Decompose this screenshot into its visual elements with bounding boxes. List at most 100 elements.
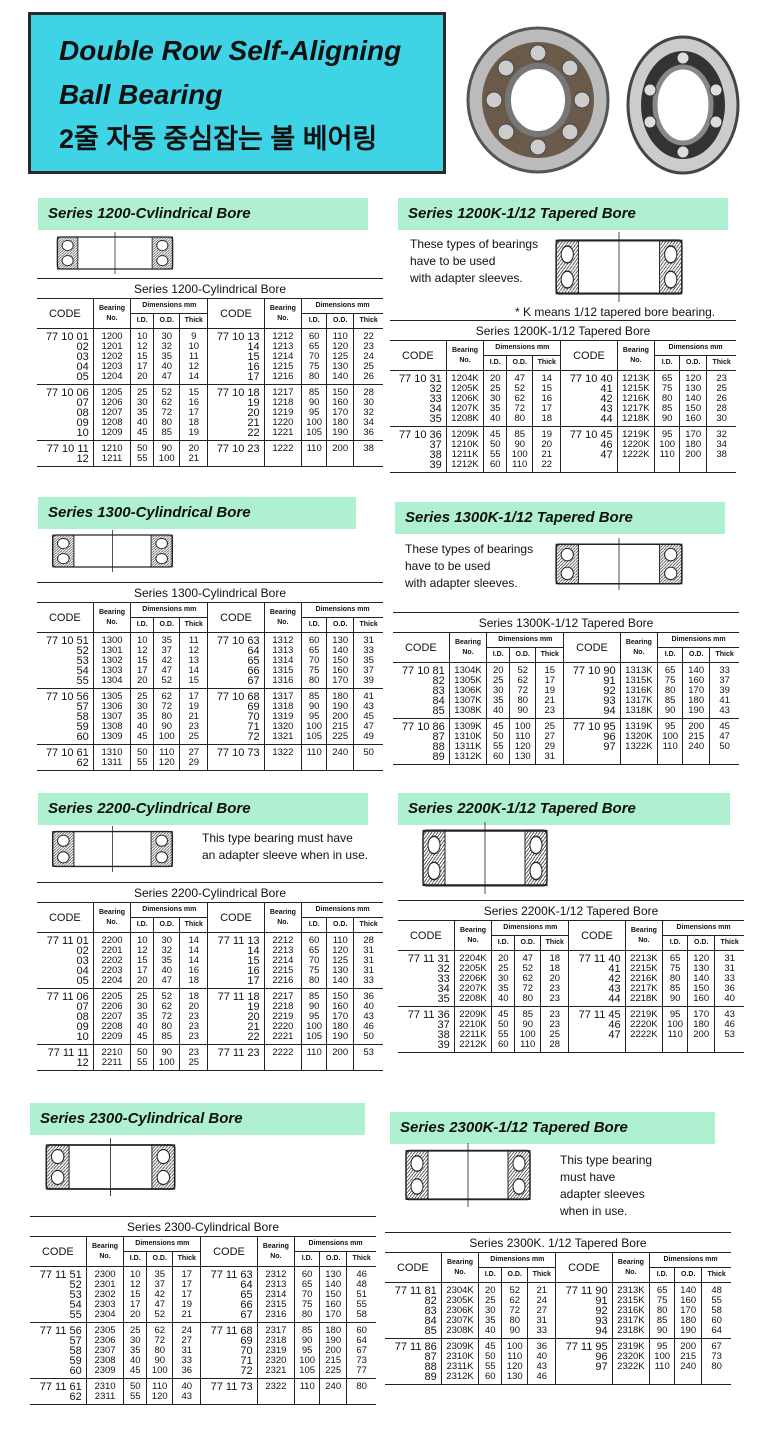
bearing-no-value: 1317 — [272, 691, 294, 702]
bearing-no-value: 1307 — [101, 711, 123, 722]
bearing-no-value: 2210 — [101, 1047, 123, 1058]
code-value: 77 11 51 — [39, 1269, 82, 1281]
outer-diameter-value: 160 — [332, 665, 349, 676]
outer-diameter-value: 52 — [514, 383, 526, 394]
code-value: 72 — [240, 1365, 253, 1377]
inner-diameter-cell: 65 75 80 85 90 — [649, 1282, 675, 1339]
inner-diameter-value: 60 — [492, 751, 504, 762]
thickness-value: 14 — [188, 371, 200, 382]
outer-diameter-value: 160 — [685, 413, 702, 424]
inner-diameter-value: 25 — [497, 963, 509, 974]
inner-diameter-value: 35 — [136, 407, 148, 418]
bearing-no-value: 1205 — [101, 387, 123, 398]
inner-diameter-value: 70 — [308, 655, 320, 666]
bearing-no-value: 1215K — [622, 383, 650, 394]
section-title: Series 1200K-1/12 Tapered Bore — [398, 198, 728, 230]
bearing-no-value: 2307K — [446, 1315, 474, 1326]
outer-diameter-cell: 130 140 150 160 170 — [319, 1266, 347, 1323]
note-line: These types of bearings — [405, 542, 534, 556]
thickness-cell: 53 — [353, 1044, 383, 1071]
outer-diameter-value: 130 — [685, 383, 702, 394]
outer-diameter-value: 160 — [693, 993, 710, 1004]
code-value: 88 — [432, 741, 445, 753]
outer-diameter-value: 160 — [680, 1295, 697, 1306]
thickness-value: 18 — [541, 413, 553, 424]
thickness-value: 11 — [188, 351, 199, 362]
code-value: 46 — [600, 439, 613, 451]
thickness-cell: 17 17 17 19 21 — [172, 1266, 201, 1323]
bearing-no-value: 2322K — [617, 1361, 645, 1372]
outer-diameter-cell: 62 72 80 90 100 — [146, 1322, 173, 1379]
code-value: 09 — [76, 1021, 89, 1033]
code-value: 59 — [69, 1355, 82, 1367]
code-cell: 77 11 36 37 38 39 — [398, 1006, 455, 1053]
table-row-group: 77 10 86 87 88 89 1309K 1310K 1311K 1312K 45 50 55… — [393, 718, 739, 765]
thickness-cell: 14 15 16 17 18 — [532, 370, 561, 427]
inner-diameter-value: 25 — [136, 387, 148, 398]
code-cell: 77 10 36 37 38 39 — [390, 426, 447, 473]
inner-diameter-cell: 10 12 15 17 20 — [130, 328, 154, 385]
thickness-value: 36 — [536, 1341, 548, 1352]
code-cell: 77 11 68 69 70 71 72 — [200, 1322, 258, 1379]
code-value: 37 — [437, 1019, 450, 1031]
thickness-value: 25 — [363, 361, 374, 372]
outer-diameter-value: 47 — [161, 665, 173, 676]
inner-diameter-value: 17 — [136, 361, 148, 372]
outer-diameter-value: 100 — [158, 453, 175, 464]
header-code: CODE — [37, 298, 94, 329]
inner-diameter-value: 30 — [497, 973, 509, 984]
bearing-no-cell: 2209K 2210K 2211K 2212K — [453, 1006, 492, 1053]
inner-diameter-value: 50 — [136, 1047, 148, 1058]
outer-diameter-value: 52 — [517, 665, 529, 676]
thickness-value: 43 — [363, 1011, 374, 1022]
bearing-no-value: 1306K — [454, 685, 482, 696]
code-value: 42 — [600, 393, 613, 405]
outer-diameter-value: 180 — [332, 691, 349, 702]
thickness-value: 29 — [544, 741, 556, 752]
inner-diameter-value: 12 — [136, 645, 148, 656]
code-value: 65 — [240, 1289, 253, 1301]
header-thick: Thick — [353, 917, 383, 933]
table-row-group: 77 11 86 87 88 89 2309K 2310K 2311K 2312K 45 50 55… — [385, 1338, 731, 1385]
code-value: 82 — [424, 1295, 437, 1307]
outer-diameter-value: 72 — [522, 983, 534, 994]
bearing-no-cell: 1310 1311 — [92, 744, 131, 771]
bearing-no-value: 1318 — [272, 701, 294, 712]
inner-diameter-value: 110 — [667, 1029, 683, 1040]
code-value: 03 — [76, 351, 89, 363]
outer-diameter-value: 140 — [332, 645, 349, 656]
header-title-line2: Ball Bearing — [59, 79, 223, 110]
code-value: 38 — [437, 1029, 450, 1041]
thickness-value: 60 — [711, 1315, 722, 1326]
code-value: 60 — [76, 731, 89, 743]
inner-diameter-value: 85 — [308, 991, 320, 1002]
header-dimensions: Dimensions mm — [301, 298, 383, 314]
inner-diameter-value: 60 — [308, 331, 320, 342]
thickness-value: 16 — [541, 393, 553, 404]
bearing-no-value: 2315K — [617, 1295, 645, 1306]
code-value: 33 — [429, 393, 442, 405]
header-thick: Thick — [179, 917, 208, 933]
bearing-no-value: 2218 — [272, 1001, 294, 1012]
inner-diameter-cell: 60 65 70 75 80 — [301, 932, 327, 989]
code-value: 96 — [595, 1351, 608, 1363]
inner-diameter-value: 12 — [129, 1279, 141, 1290]
outer-diameter-value: 190 — [680, 1325, 697, 1336]
code-cell: 77 10 73 — [207, 744, 265, 771]
outer-diameter-value: 80 — [161, 417, 173, 428]
inner-diameter-cell: 65 75 80 85 90 — [662, 950, 688, 1007]
code-cell: 77 11 01 02 03 04 05 — [37, 932, 94, 989]
inner-diameter-cell: 65 75 80 85 90 — [654, 370, 680, 427]
header-od: O.D. — [682, 647, 710, 663]
inner-diameter-value: 70 — [308, 351, 320, 362]
thickness-value: 17 — [181, 1279, 193, 1290]
bearing-no-value: 2220K — [630, 1019, 658, 1030]
inner-diameter-value: 50 — [136, 747, 148, 758]
outer-diameter-value: 47 — [161, 371, 173, 382]
inner-diameter-value: 20 — [136, 975, 148, 986]
header-code: CODE — [568, 920, 626, 951]
bearing-no-value: 1308K — [454, 705, 482, 716]
thickness-value: 33 — [536, 1325, 548, 1336]
inner-diameter-cell: 110 — [301, 440, 327, 467]
outer-diameter-value: 47 — [154, 1299, 166, 1310]
